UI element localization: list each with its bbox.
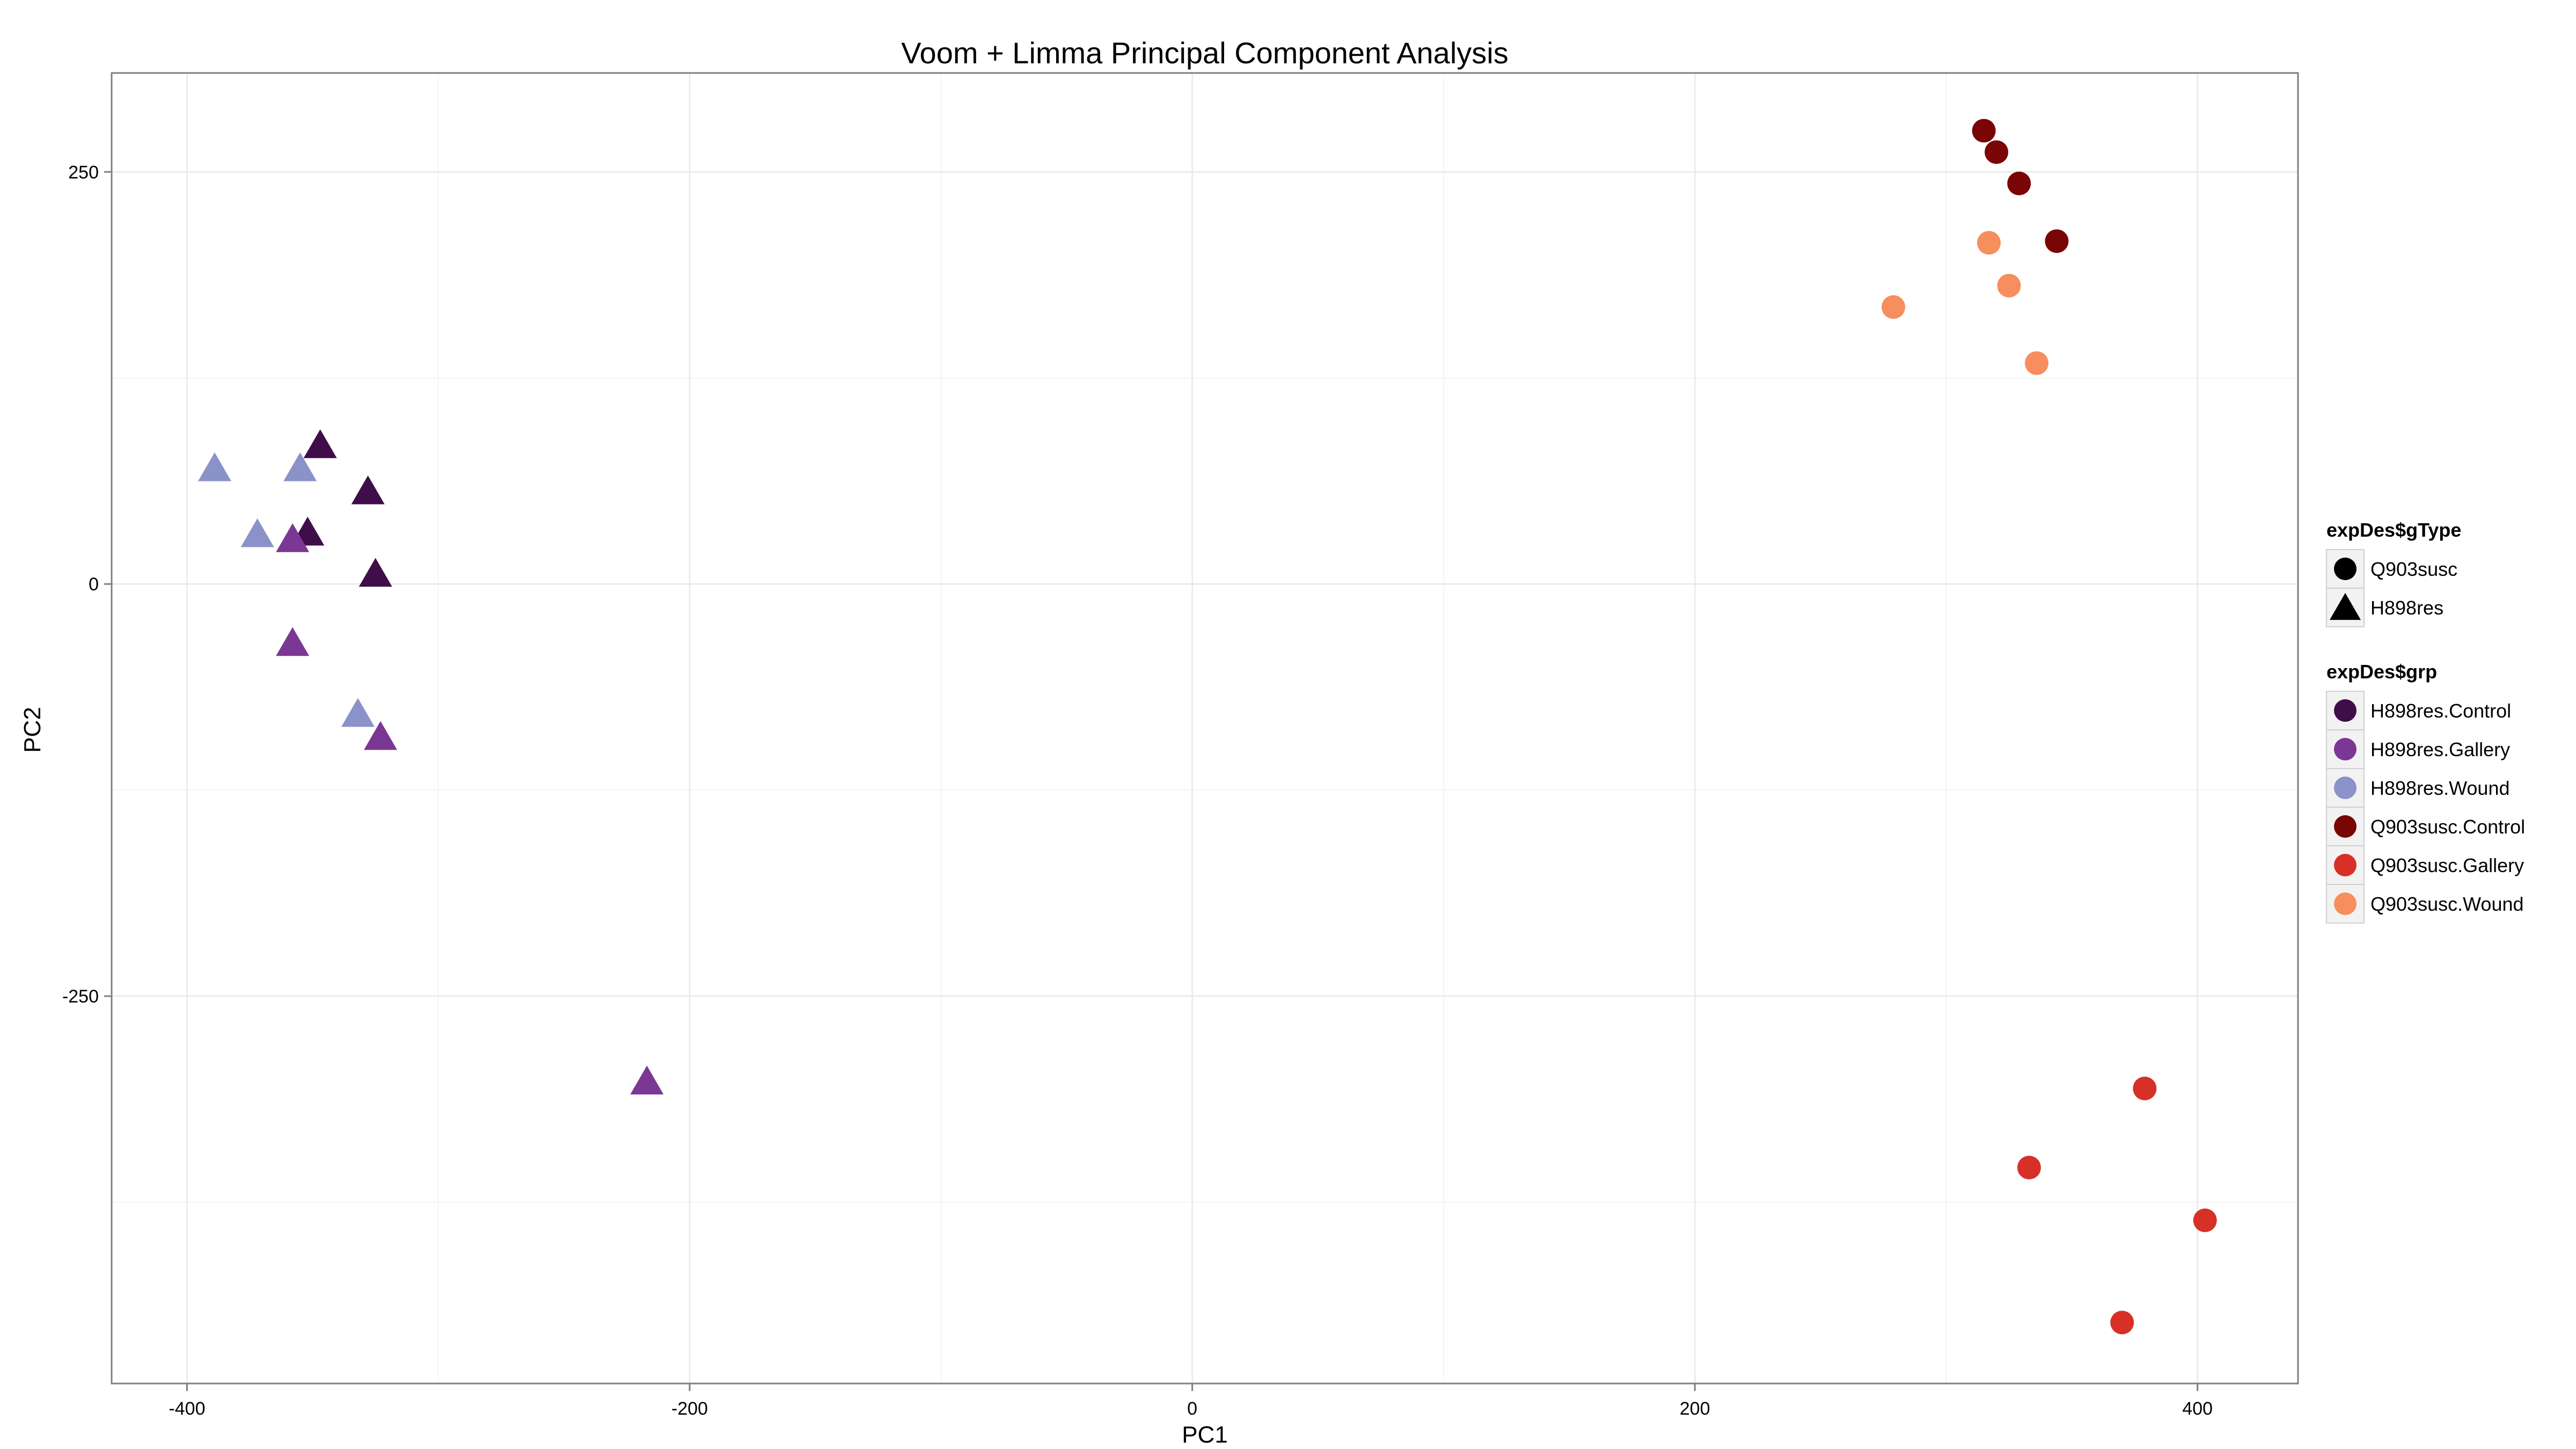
y-tick-label: 0 <box>89 574 99 595</box>
legend-key-circle <box>2334 558 2357 580</box>
point-h898res-wound <box>341 698 375 727</box>
point-q903susc-control <box>1972 119 1996 143</box>
legend-entry-label: Q903susc.Gallery <box>2370 854 2524 876</box>
point-q903susc-gallery <box>2133 1077 2157 1101</box>
x-tick-label: 200 <box>1680 1399 1710 1419</box>
point-q903susc-wound <box>1882 295 1906 319</box>
point-q903susc-wound <box>1997 274 2021 298</box>
y-axis-title: PC2 <box>19 707 46 753</box>
grid-lines <box>112 73 2298 1384</box>
y-tick-label: 250 <box>68 162 99 182</box>
legend-entry-label: H898res.Control <box>2370 700 2511 722</box>
legend-entry-label: H898res.Wound <box>2370 777 2510 799</box>
legend-entry-label: Q903susc.Wound <box>2370 893 2524 915</box>
axis-ticks: -400 -200 0 200 400 -250 0 250 <box>62 162 2213 1419</box>
x-axis-title: PC1 <box>1182 1422 1228 1448</box>
x-tick-label: -400 <box>169 1399 205 1419</box>
y-tick-label: -250 <box>62 986 99 1007</box>
legend-entry-label: Q903susc.Control <box>2370 816 2525 838</box>
legend: expDes$gType Q903susc H898res expDes$grp H89… <box>2326 519 2525 924</box>
legend-key-triangle <box>2330 592 2361 620</box>
point-h898res-gallery <box>276 523 310 552</box>
x-tick-label: 400 <box>2182 1399 2213 1419</box>
point-h898res-control <box>303 429 337 458</box>
legend-key-circle <box>2334 815 2357 838</box>
legend-entry-label: Q903susc <box>2370 558 2457 580</box>
point-h898res-control <box>351 475 385 504</box>
legend-title: expDes$grp <box>2326 661 2437 683</box>
point-h898res-gallery <box>276 627 310 656</box>
legend-entry-label: H898res <box>2370 597 2443 619</box>
point-h898res-gallery <box>364 721 398 750</box>
point-q903susc-wound <box>1977 231 2001 255</box>
point-q903susc-gallery <box>2110 1311 2134 1335</box>
point-q903susc-wound <box>2024 351 2048 375</box>
legend-key-circle <box>2334 777 2357 799</box>
point-q903susc-control <box>2007 171 2031 195</box>
x-tick-label: -200 <box>671 1399 708 1419</box>
plot-panel-border <box>111 72 2299 1385</box>
point-q903susc-gallery <box>2017 1155 2041 1180</box>
legend-key-box <box>2326 884 2365 924</box>
point-h898res-wound <box>240 518 274 547</box>
point-h898res-wound <box>283 452 317 481</box>
legend-title: expDes$gType <box>2326 519 2461 541</box>
legend-key-circle <box>2334 892 2357 915</box>
chart-title: Voom + Limma Principal Component Analysi… <box>901 36 1508 70</box>
x-tick-label: 0 <box>1187 1399 1197 1419</box>
data-points <box>197 119 2217 1335</box>
legend-entry-label: H898res.Gallery <box>2370 738 2510 760</box>
legend-key-circle <box>2334 854 2357 876</box>
point-q903susc-control <box>2045 229 2069 253</box>
point-h898res-gallery <box>630 1065 664 1095</box>
point-h898res-control <box>358 558 392 587</box>
point-h898res-wound <box>197 452 231 481</box>
legend-key-circle <box>2334 699 2357 722</box>
point-q903susc-gallery <box>2193 1208 2217 1232</box>
legend-key-circle <box>2334 738 2357 760</box>
point-q903susc-control <box>1985 140 2009 164</box>
